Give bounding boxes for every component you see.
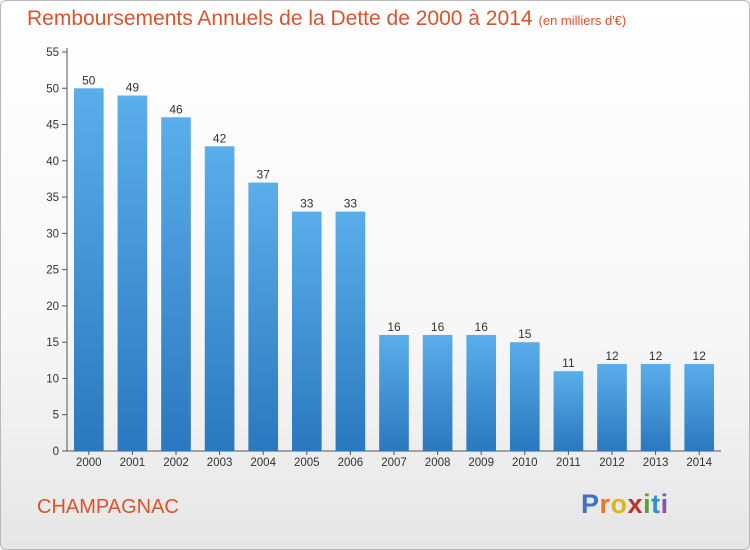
x-tick-label: 2007 <box>381 457 407 469</box>
bar-2007 <box>379 334 409 451</box>
data-label: 49 <box>126 81 140 95</box>
bar-2012 <box>597 363 627 451</box>
x-tick-label: 2002 <box>163 457 189 469</box>
bar-2010 <box>509 342 540 451</box>
y-tick-label: 50 <box>46 83 59 95</box>
x-tick-label: 2003 <box>207 457 233 469</box>
logo-letter: r <box>599 489 611 519</box>
data-label: 33 <box>344 197 358 211</box>
bar-2000 <box>73 88 104 451</box>
x-tick-label: 2005 <box>294 457 320 469</box>
data-label: 37 <box>257 168 271 182</box>
y-tick-label: 40 <box>46 156 59 168</box>
bar-2008 <box>422 334 453 451</box>
data-label: 46 <box>169 102 183 116</box>
chart-title: Remboursements Annuels de la Dette de 20… <box>27 7 626 31</box>
x-tick-label: 2011 <box>556 457 581 469</box>
x-tick-label: 2000 <box>76 457 102 469</box>
x-tick-label: 2014 <box>686 457 712 469</box>
data-label: 16 <box>475 320 489 334</box>
bar-2011 <box>553 371 584 451</box>
y-tick-label: 0 <box>53 446 59 458</box>
bar-2009 <box>466 334 497 451</box>
chart-unit-note: (en milliers d'€) <box>538 13 627 28</box>
logo-letter: i <box>660 489 669 519</box>
data-label: 33 <box>300 197 314 211</box>
y-tick-label: 15 <box>46 337 59 349</box>
y-tick-label: 10 <box>46 373 59 385</box>
chart-title-text: Remboursements Annuels de la Dette de 20… <box>27 7 533 30</box>
bar-2003 <box>204 146 235 452</box>
data-label: 16 <box>387 320 401 334</box>
data-label: 12 <box>605 349 619 363</box>
data-label: 50 <box>82 73 96 87</box>
logo-letter: P <box>581 489 600 519</box>
data-label: 12 <box>649 349 663 363</box>
bar-2013 <box>640 363 671 451</box>
bar-2001 <box>117 95 148 451</box>
data-label: 16 <box>431 320 445 334</box>
y-tick-label: 55 <box>46 47 59 59</box>
logo-letter: i <box>643 489 652 519</box>
x-tick-label: 2013 <box>643 457 669 469</box>
x-tick-label: 2001 <box>120 457 146 469</box>
x-tick-label: 2004 <box>250 457 276 469</box>
y-tick-label: 25 <box>46 265 59 277</box>
bar-2005 <box>291 211 322 451</box>
x-tick-label: 2006 <box>338 457 364 469</box>
logo-letter: o <box>610 489 628 519</box>
bar-2002 <box>161 117 191 452</box>
commune-name: CHAMPAGNAC <box>37 496 179 518</box>
data-label: 15 <box>518 327 532 341</box>
bar-2004 <box>248 182 279 451</box>
bar-2006 <box>335 211 366 451</box>
logo-letter: x <box>627 489 644 519</box>
proxiti-logo[interactable]: Proxiti <box>581 489 669 520</box>
x-tick-label: 2008 <box>425 457 451 469</box>
y-tick-label: 30 <box>46 228 59 240</box>
x-tick-label: 2012 <box>599 457 625 469</box>
bar-2014 <box>684 363 715 451</box>
x-tick-label: 2010 <box>512 457 538 469</box>
data-label: 12 <box>693 349 707 363</box>
y-tick-label: 45 <box>46 120 59 132</box>
data-label: 11 <box>562 356 575 370</box>
data-label: 42 <box>213 131 227 145</box>
y-tick-label: 5 <box>53 410 59 422</box>
y-tick-label: 35 <box>46 192 59 204</box>
logo-letter: t <box>651 489 661 519</box>
x-tick-label: 2009 <box>468 457 494 469</box>
y-tick-label: 20 <box>46 301 59 313</box>
